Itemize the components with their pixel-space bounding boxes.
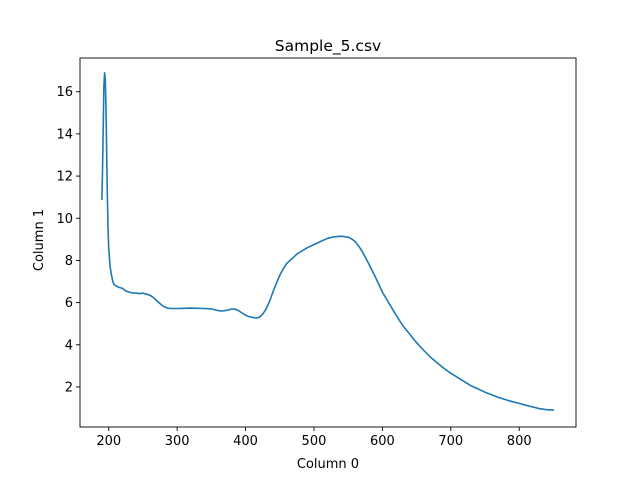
plot-area: 200 300 400 500 600 700 800 2 4 6 8 10 12 14 16 xyxy=(56,57,577,449)
x-axis-label: Column 0 xyxy=(297,457,359,472)
y-tick-label-16: 16 xyxy=(56,85,73,100)
axes-frame xyxy=(79,57,577,428)
x-tick-label-800: 800 xyxy=(507,434,532,449)
y-tick-label-14: 14 xyxy=(56,127,73,142)
x-tick-label-600: 600 xyxy=(370,434,395,449)
y-axis-label: Column 1 xyxy=(32,209,47,271)
x-tick-label-300: 300 xyxy=(165,434,190,449)
y-tick-label-4: 4 xyxy=(65,338,73,353)
y-tick-label-8: 8 xyxy=(65,254,73,269)
x-tick-label-200: 200 xyxy=(96,434,121,449)
y-tick-label-10: 10 xyxy=(56,212,73,227)
y-tick-label-2: 2 xyxy=(65,380,73,395)
y-tick-label-12: 12 xyxy=(56,170,73,185)
x-tick-label-700: 700 xyxy=(438,434,463,449)
x-tick-label-400: 400 xyxy=(233,434,258,449)
series-line-0 xyxy=(101,72,555,411)
x-tick-label-500: 500 xyxy=(302,434,327,449)
chart-title: Sample_5.csv xyxy=(275,37,381,56)
y-tick-label-6: 6 xyxy=(65,296,73,311)
